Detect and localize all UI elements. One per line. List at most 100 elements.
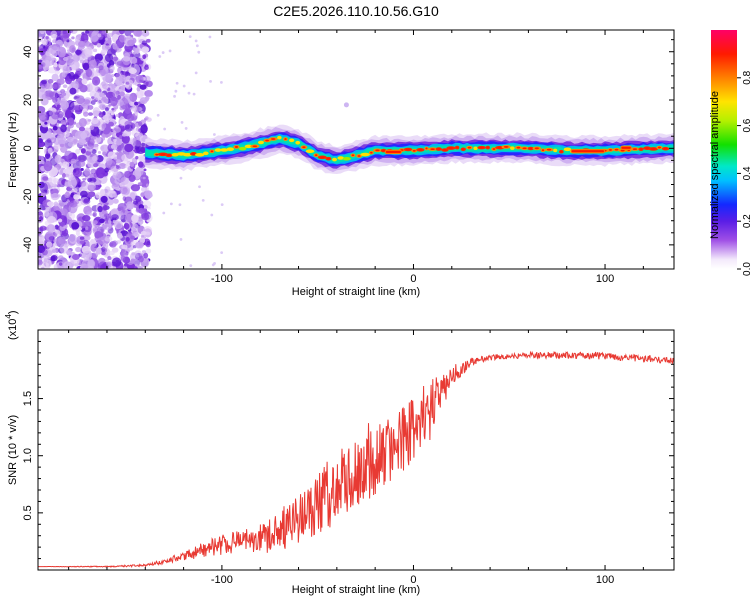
heatmap-cell [168,49,172,53]
ridge-hotspot-core [320,156,325,159]
heatmap-cell [98,261,107,269]
heatmap-cell [52,125,58,131]
heatmap-cell [124,83,130,88]
heatmap-cell [68,71,75,80]
heatmap-cell [140,234,145,238]
heatmap-cell [67,125,71,130]
scale-base: (x10 [7,319,19,340]
heatmap-cell [65,122,70,126]
heatmap-cell [47,147,53,154]
heatmap-cell [133,47,139,54]
heatmap-cell [95,192,102,199]
heatmap-cell [57,78,62,84]
top-y-tick-label: -20 [22,189,34,205]
colorbar-axes: 0.0 0.2 0.4 0.6 0.8 [737,70,750,276]
heatmap-cell [84,99,91,105]
heatmap-cell [69,87,77,95]
heatmap-cell [69,233,77,244]
heatmap-cell [144,89,153,98]
heatmap-cell [79,240,85,244]
ridge-hotspot-core [234,146,239,148]
heatmap-cell [187,91,191,95]
heatmap-cell [109,241,117,248]
top-y-tick-label: 40 [22,46,34,58]
heatmap-cell [100,49,108,55]
colorbar-tick-label: 0.2 [742,214,750,228]
heatmap-cell [41,62,46,68]
heatmap-cell [38,132,44,139]
ridge-hotspot-core [448,147,454,149]
ridge-hotspot [305,149,315,154]
heatmap-cell [59,161,64,166]
heatmap-cell [72,121,77,125]
heatmap-cell [132,200,139,205]
heatmap-cell [119,186,128,195]
heatmap-cell [62,84,68,89]
heatmap-cell [70,158,77,164]
ridge-hotspot-core [497,146,503,149]
heatmap-cell [192,92,196,96]
ridge-hotspot [337,156,344,160]
heatmap-cell [161,51,165,54]
heatmap-cell [57,255,64,261]
heatmap-cell [118,34,126,43]
ridge-hotspot [220,148,229,152]
heatmap-cell [107,151,115,160]
heatmap-cell [81,215,91,222]
heatmap-cell [47,67,57,74]
heatmap-cell [63,130,70,138]
heatmap-cell [88,181,96,191]
heatmap-cell [78,216,82,221]
heatmap-cell [124,107,131,115]
heatmap-cell [50,30,58,39]
heatmap-cell [122,93,133,104]
heatmap-cell [76,154,86,163]
heatmap-cell [125,149,135,159]
heatmap-cell [90,35,99,43]
ridge-hotspot-core [437,148,441,150]
heatmap-cell [98,218,105,224]
heatmap-cell [112,257,122,267]
heatmap-cell [136,89,144,99]
heatmap-cell [85,30,90,34]
heatmap-cell [135,146,146,155]
top-y-tick-label: -40 [22,237,34,253]
top-x-tick-label: -100 [211,273,233,285]
heatmap-cell [70,80,79,89]
heatmap-cell [48,110,56,116]
heatmap-cell [209,79,212,83]
scale-close: ) [7,310,19,314]
heatmap-cell [137,218,144,225]
bottom-y-tick-label: 1.5 [22,391,34,406]
heatmap-cell [112,90,119,98]
ridge-hotspot-core [443,149,447,151]
heatmap-cell [80,148,86,154]
heatmap-cell [104,44,110,49]
heatmap-cell [38,255,41,260]
heatmap-cell [69,45,76,53]
top-x-tick-label: 100 [596,273,614,285]
heatmap-cell [134,101,139,106]
heatmap-cell [130,235,136,240]
heatmap-cell [99,189,106,196]
ridge-hotspot-core [370,151,373,154]
bottom-x-axis-label: Height of straight line (km) [292,584,420,596]
heatmap-cell [115,113,120,117]
heatmap-layer [38,30,674,269]
heatmap-cell [139,156,147,162]
heatmap-cell [107,256,112,261]
heatmap-cell [75,246,82,253]
ridge-hotspot [473,146,478,151]
heatmap-cell [40,97,49,106]
ridge-hotspot-core [632,148,638,150]
ridge-hotspot-core [663,147,668,150]
heatmap-cell [100,30,108,35]
ridge-hotspot-core [534,147,539,150]
heatmap-cell [50,167,59,177]
ridge-hotspot-core [167,154,171,157]
heatmap-cell [52,39,57,44]
ridge-hotspot [342,156,351,161]
heatmap-cell [140,231,147,236]
heatmap-cell [102,151,106,156]
heatmap-cell [142,204,148,210]
